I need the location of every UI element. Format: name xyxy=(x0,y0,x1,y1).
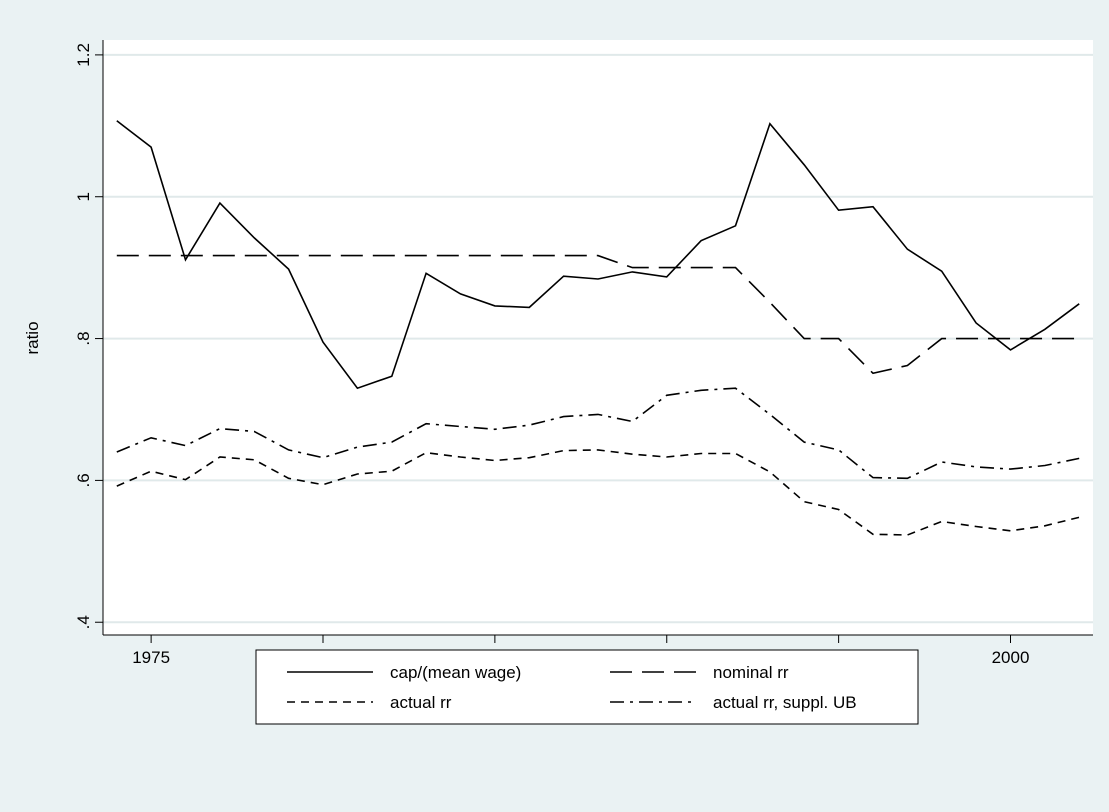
series-line xyxy=(116,387,1080,480)
legend-label: cap/(mean wage) xyxy=(390,663,521,682)
x-tick-label: 1975 xyxy=(132,648,170,667)
series-line xyxy=(116,449,1080,536)
x-tick-label: 2000 xyxy=(992,648,1030,667)
y-axis-label: ratio xyxy=(23,321,42,354)
y-tick-label: .4 xyxy=(74,615,93,629)
y-tick-label: .8 xyxy=(74,331,93,345)
y-tick-label: 1 xyxy=(74,192,93,201)
series-line xyxy=(116,254,1080,375)
legend-box xyxy=(255,649,919,725)
y-tick-label: .6 xyxy=(74,473,93,487)
y-tick-label: 1.2 xyxy=(74,43,93,67)
legend-label: actual rr, suppl. UB xyxy=(713,693,857,712)
series-line xyxy=(116,120,1080,390)
legend-label: actual rr xyxy=(390,693,452,712)
plot-area xyxy=(103,40,1093,635)
legend-label: nominal rr xyxy=(713,663,789,682)
